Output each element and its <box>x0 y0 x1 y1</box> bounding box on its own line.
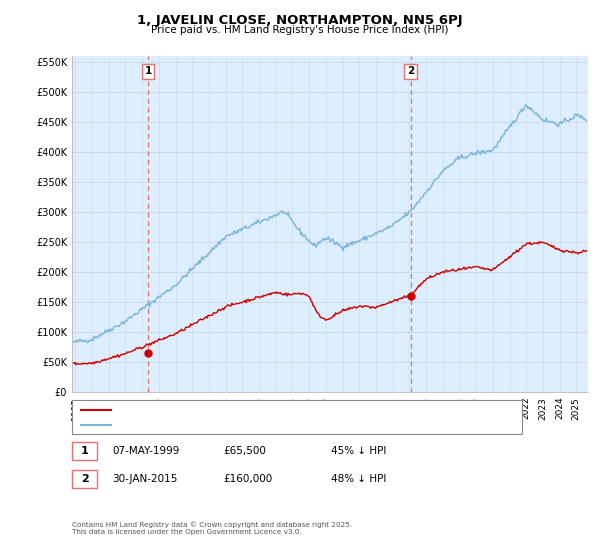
Text: Contains HM Land Registry data © Crown copyright and database right 2025.
This d: Contains HM Land Registry data © Crown c… <box>72 521 352 535</box>
Text: 07-MAY-1999: 07-MAY-1999 <box>112 446 179 456</box>
Text: 30-JAN-2015: 30-JAN-2015 <box>112 474 178 484</box>
Text: 2: 2 <box>407 66 414 76</box>
Text: 1: 1 <box>81 446 88 456</box>
Text: 1: 1 <box>145 66 152 76</box>
Text: £160,000: £160,000 <box>223 474 272 484</box>
Text: HPI: Average price, detached house, West Northamptonshire: HPI: Average price, detached house, West… <box>117 420 406 429</box>
Text: 2: 2 <box>81 474 88 484</box>
Text: 45% ↓ HPI: 45% ↓ HPI <box>331 446 386 456</box>
Text: 1, JAVELIN CLOSE, NORTHAMPTON, NN5 6PJ: 1, JAVELIN CLOSE, NORTHAMPTON, NN5 6PJ <box>137 14 463 27</box>
Text: 1, JAVELIN CLOSE, NORTHAMPTON, NN5 6PJ (detached house): 1, JAVELIN CLOSE, NORTHAMPTON, NN5 6PJ (… <box>117 406 409 415</box>
Text: 48% ↓ HPI: 48% ↓ HPI <box>331 474 386 484</box>
Text: Price paid vs. HM Land Registry's House Price Index (HPI): Price paid vs. HM Land Registry's House … <box>151 25 449 35</box>
Text: £65,500: £65,500 <box>223 446 266 456</box>
